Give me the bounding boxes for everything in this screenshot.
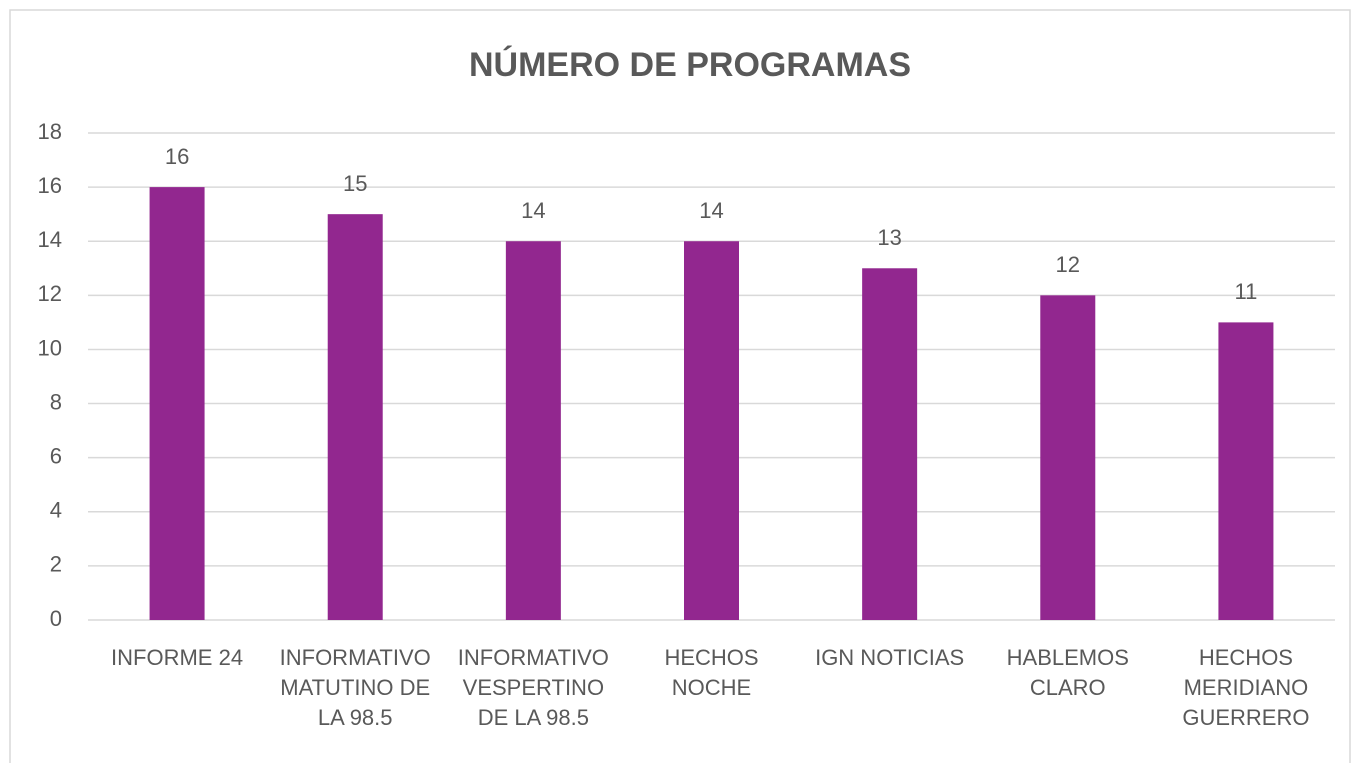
bar — [327, 214, 383, 620]
bar — [1218, 322, 1274, 620]
x-tick-label: INFORMATIVO MATUTINO DE LA 98.5 — [280, 645, 431, 730]
y-tick-label: 8 — [50, 389, 62, 414]
x-tick-label: IGN NOTICIAS — [815, 645, 964, 670]
y-tick-label: 12 — [38, 281, 62, 306]
bar — [684, 241, 739, 620]
y-tick-label: 10 — [38, 335, 62, 360]
data-label: 15 — [343, 171, 367, 196]
bar — [149, 187, 205, 620]
bar — [1040, 295, 1096, 620]
x-tick-label: HECHOS MERIDIANO GUERRERO — [1182, 645, 1309, 730]
chart-frame — [9, 9, 1351, 763]
data-label: 14 — [521, 198, 545, 223]
data-label: 16 — [165, 144, 189, 169]
bar — [505, 241, 561, 620]
x-tick-label: INFORME 24 — [111, 645, 243, 670]
y-tick-label: 4 — [50, 498, 62, 523]
x-tick-label: INFORMATIVO VESPERTINO DE LA 98.5 — [458, 645, 609, 730]
bar — [862, 268, 918, 620]
y-tick-label: 16 — [38, 173, 62, 198]
data-label: 11 — [1235, 279, 1258, 304]
y-tick-label: 14 — [38, 227, 62, 252]
data-label: 12 — [1056, 252, 1080, 277]
x-tick-label: HECHOS NOCHE — [664, 645, 758, 700]
y-tick-label: 2 — [50, 552, 62, 577]
y-tick-label: 18 — [38, 119, 62, 144]
data-label: 13 — [877, 225, 901, 250]
y-tick-label: 0 — [50, 606, 62, 631]
y-tick-label: 6 — [50, 443, 62, 468]
chart-title: NÚMERO DE PROGRAMAS — [469, 46, 911, 84]
x-tick-label: HABLEMOS CLARO — [1007, 645, 1129, 700]
data-label: 14 — [699, 198, 723, 223]
